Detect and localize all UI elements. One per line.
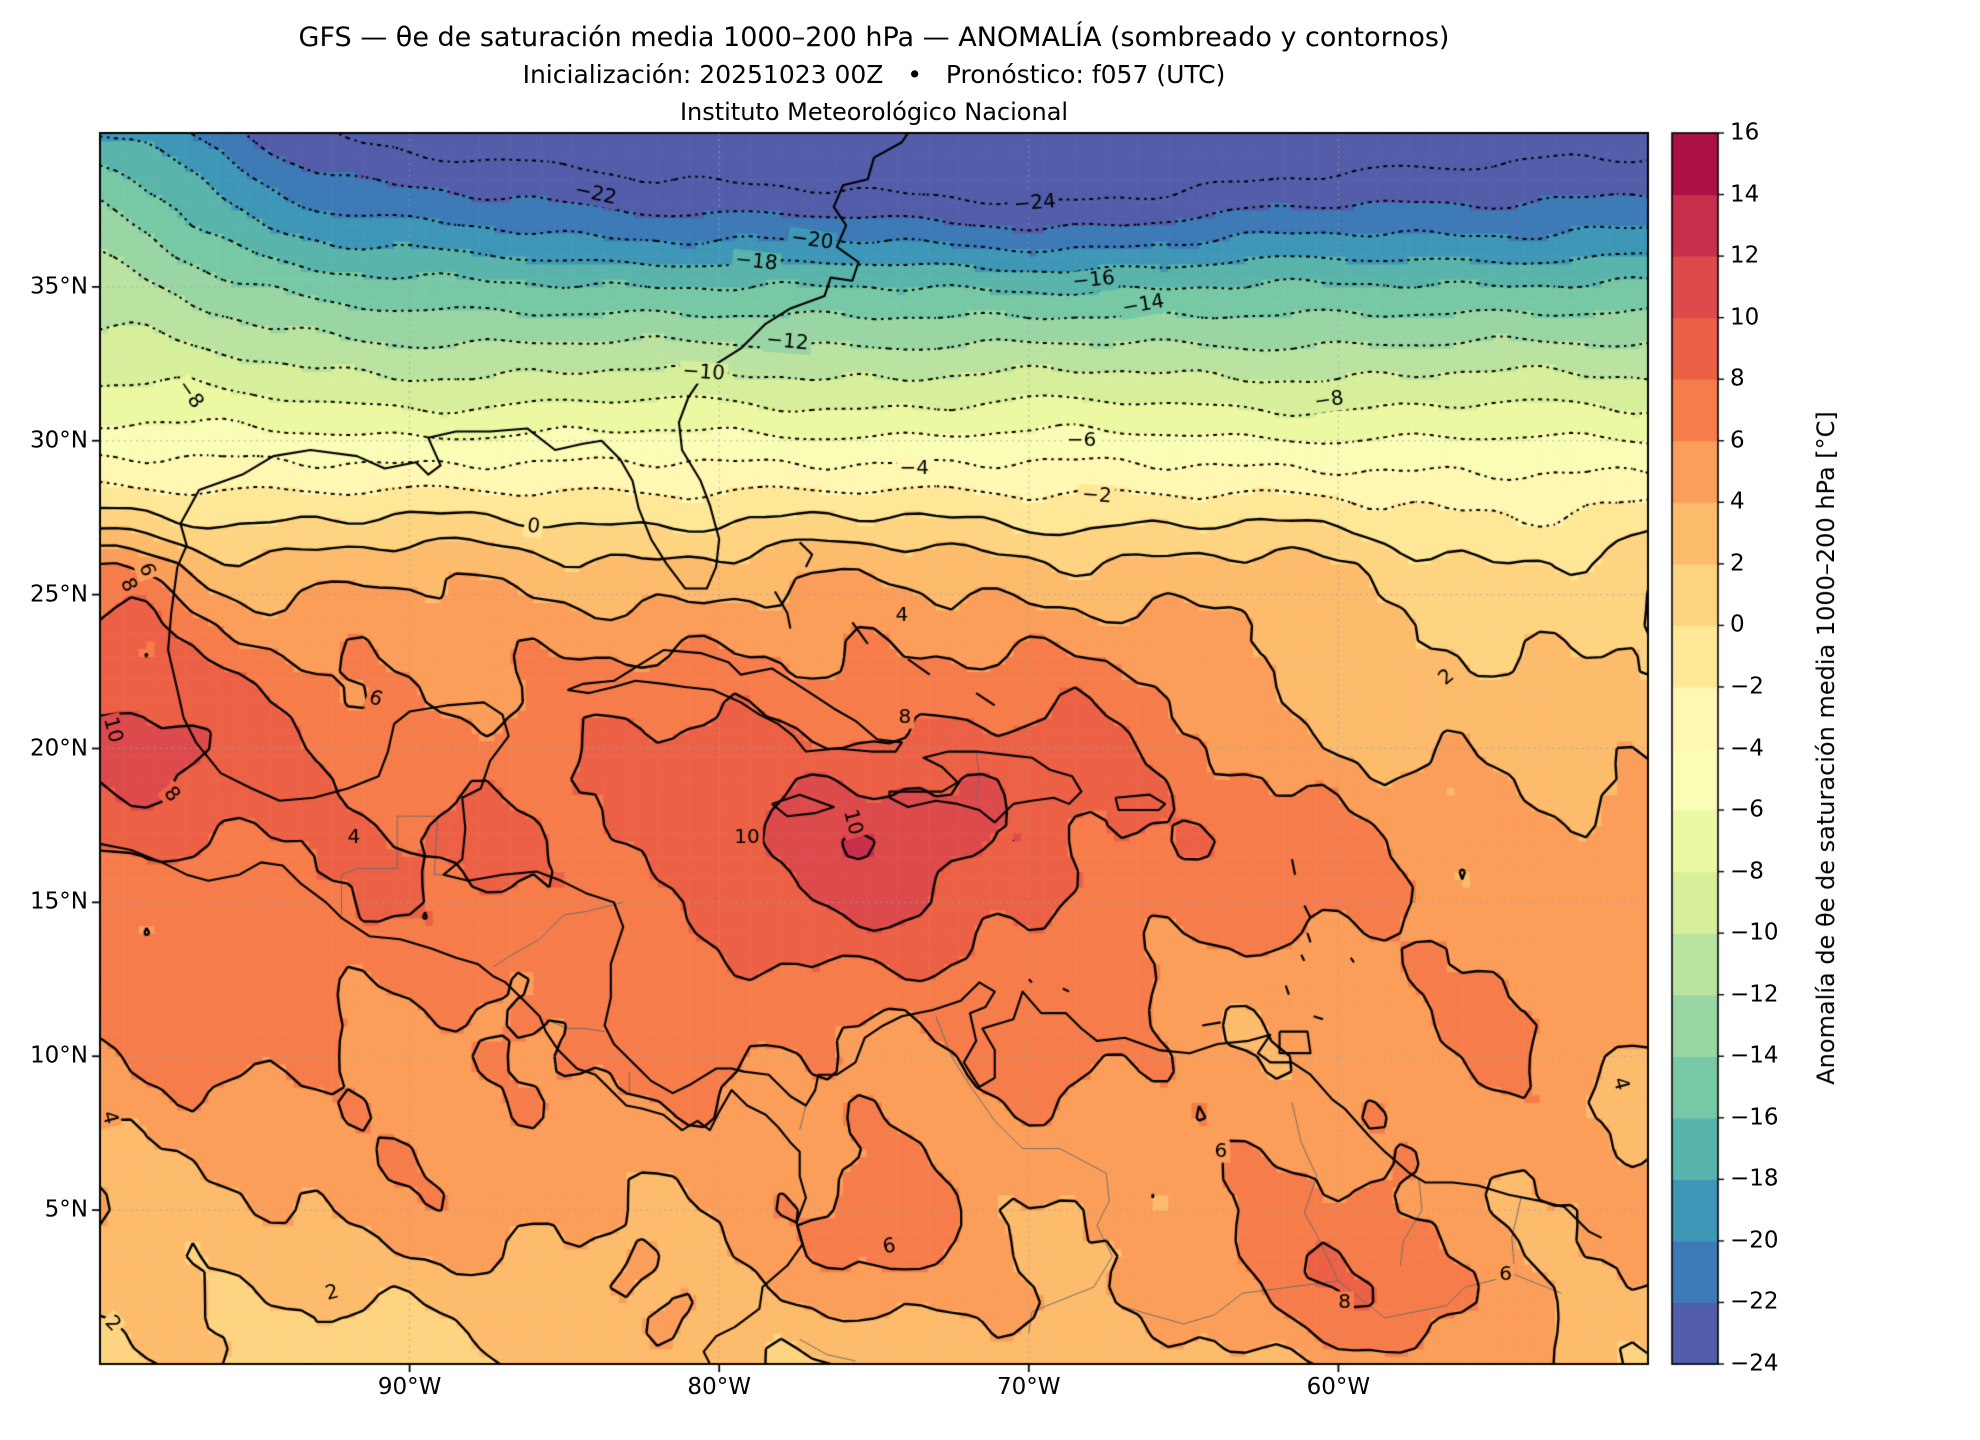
colorbar-tick-label: 6 [1730,427,1745,454]
colorbar-tick-label: −16 [1730,1104,1779,1131]
y-tick-label: 15°N [30,888,88,915]
colorbar-tick-label: −8 [1730,858,1764,885]
colorbar-tick-label: −10 [1730,919,1779,946]
colorbar-tick-label: −22 [1730,1288,1779,1315]
colorbar-tick-label: 16 [1730,119,1760,146]
colorbar-tick-label: −4 [1730,735,1764,761]
colorbar-tick-label: −2 [1730,673,1764,700]
y-tick-label: 25°N [30,581,88,608]
y-tick-label: 10°N [30,1042,88,1069]
x-tick-label: 60°W [1306,1374,1371,1400]
colorbar-tick-label: 14 [1730,181,1760,208]
colorbar-tick-label: 8 [1730,365,1745,392]
colorbar-tick-label: −14 [1730,1042,1779,1069]
colorbar-axis-label: Anomalía de θe de saturación media 1000–… [1812,411,1840,1085]
chart-title: GFS — θe de saturación media 1000–200 hP… [298,22,1450,53]
x-tick-label: 90°W [377,1374,442,1400]
colorbar-tick-label: 4 [1730,488,1745,515]
y-tick-label: 35°N [30,273,88,300]
colorbar-tick-label: 0 [1730,611,1745,638]
chart-institution: Instituto Meteorológico Nacional [679,98,1069,126]
y-tick-label: 20°N [30,735,88,761]
colorbar-tick-label: −6 [1730,796,1764,823]
y-tick-label: 5°N [44,1196,88,1223]
colorbar-tick-label: 10 [1730,304,1760,331]
colorbar-tick-label: −20 [1730,1227,1779,1254]
x-tick-label: 80°W [687,1374,751,1400]
colorbar-tick-label: 12 [1730,242,1760,269]
colorbar-tick-label: −24 [1730,1350,1779,1377]
y-tick-label: 30°N [30,427,88,454]
colorbar-tick-label: −18 [1730,1165,1779,1192]
chart-subtitle: Inicialización: 20251023 00Z • Pronóstic… [522,60,1226,89]
colorbar-tick-label: 2 [1730,550,1745,577]
colorbar-tick-label: −12 [1730,981,1779,1008]
x-tick-label: 70°W [997,1374,1061,1400]
